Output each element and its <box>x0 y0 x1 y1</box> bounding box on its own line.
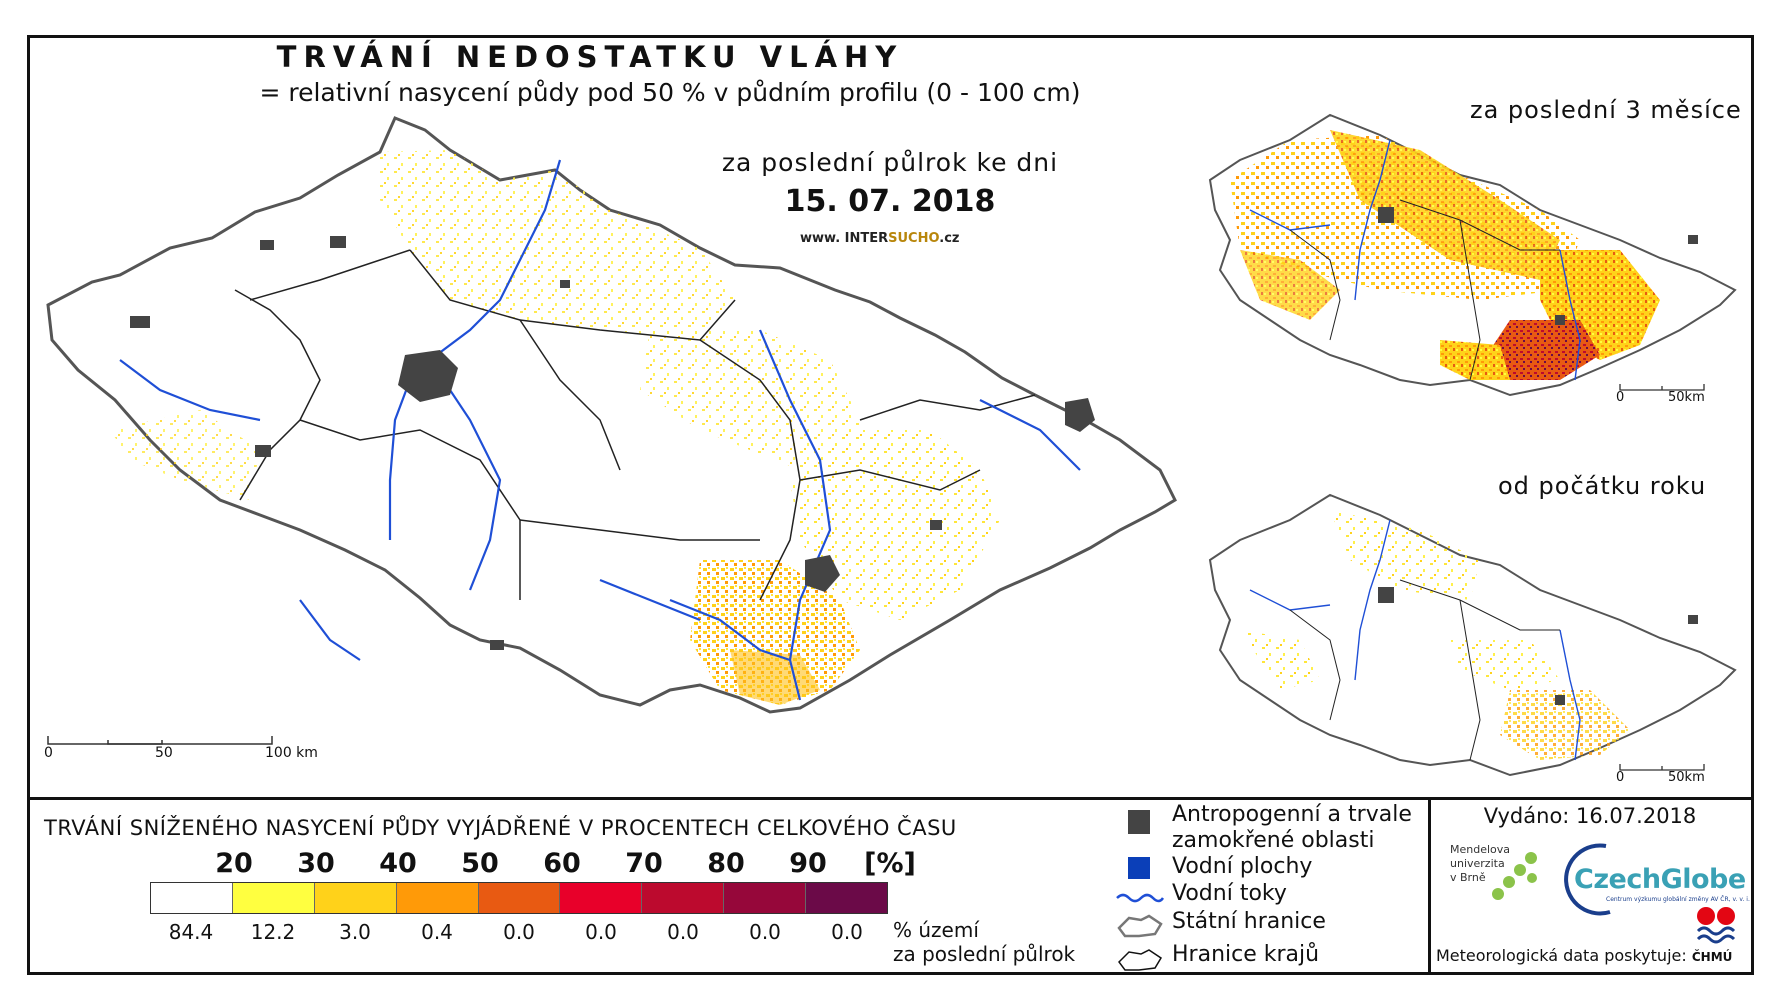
main-scale-50: 50 <box>155 745 173 761</box>
inset-bottom-scale-50: 50km <box>1668 770 1705 785</box>
pct-class-3: 0.4 <box>421 920 453 944</box>
threshold-unit: [%] <box>864 848 916 879</box>
issued-date: Vydáno: 16.07.2018 <box>1483 804 1697 828</box>
pct-class-0: 84.4 <box>168 920 214 944</box>
chmu-text: ČHMÚ <box>1691 950 1733 964</box>
pct-class-6: 0.0 <box>667 920 699 944</box>
threshold-40: 40 <box>379 848 417 879</box>
threshold-80: 80 <box>707 848 745 879</box>
pct-class-4: 0.0 <box>503 920 535 944</box>
legend-swatch-4 <box>477 883 560 913</box>
czechglobe-swoosh-icon <box>1564 843 1611 916</box>
legend-swatch-6 <box>641 883 724 913</box>
main-scale-100: 100 km <box>265 745 318 761</box>
legend-title: TRVÁNÍ SNÍŽENÉHO NASYCENÍ PŮDY VYJÁDŘENÉ… <box>44 816 957 840</box>
threshold-90: 90 <box>789 848 827 879</box>
threshold-60: 60 <box>543 848 581 879</box>
water-bodies-label: Vodní plochy <box>1172 854 1313 879</box>
pct-class-8: 0.0 <box>831 920 863 944</box>
river-symbol <box>1116 893 1165 903</box>
web-highlight: SUCHO <box>888 231 940 246</box>
rivers-label: Vodní toky <box>1172 881 1287 906</box>
legend-swatch-3 <box>395 883 478 913</box>
inset-top-scale-0: 0 <box>1616 390 1625 405</box>
threshold-20: 20 <box>215 848 253 879</box>
inset-top-label: za poslední 3 měsíce <box>1470 96 1742 124</box>
inset-bottom-scale-0: 0 <box>1616 770 1625 785</box>
web-prefix: www. INTER <box>800 231 889 246</box>
legend-swatch-0 <box>151 883 232 913</box>
pct-class-7: 0.0 <box>749 920 781 944</box>
legend-swatch-1 <box>231 883 314 913</box>
pct-class-5: 0.0 <box>585 920 617 944</box>
period-label: za poslední půlrok ke dni <box>721 148 1059 177</box>
threshold-30: 30 <box>297 848 335 879</box>
map-title: TRVÁNÍ NEDOSTATKU VLÁHY <box>276 40 904 74</box>
mendel-logo-text: Mendelova univerzita v Brně <box>1450 843 1510 885</box>
date-label: 15. 07. 2018 <box>784 184 996 219</box>
legend-swatch-5 <box>559 883 642 913</box>
pct-class-2: 3.0 <box>339 920 371 944</box>
mendel-line-2: univerzita <box>1450 857 1505 870</box>
czechglobe-logo: CzechGlobe <box>1574 864 1746 895</box>
czechglobe-subtitle: Centrum výzkumu globální změny AV ČR, v.… <box>1606 896 1750 903</box>
main-scalebar <box>47 736 273 745</box>
pct-caption-1: % území <box>893 918 979 942</box>
legend-swatch-8 <box>805 883 888 913</box>
water-swatch <box>1128 857 1150 879</box>
provider-text: Meteorologická data poskytuje: <box>1436 946 1687 965</box>
anthropogenic-label-1: Antropogenní a trvale <box>1172 802 1412 827</box>
inset-top-scale-50: 50km <box>1668 390 1705 405</box>
inset-bottom-scalebar <box>1619 764 1705 771</box>
website-link[interactable]: www. INTERSUCHO.cz <box>800 231 959 246</box>
map-subtitle: = relativní nasycení půdy pod 50 % v půd… <box>259 78 1081 107</box>
mendel-logo-icon <box>1492 852 1537 900</box>
legend-swatch-7 <box>723 883 806 913</box>
pct-caption-2: za poslední půlrok <box>893 942 1076 966</box>
credits-divider <box>1428 797 1431 975</box>
mendel-line-1: Mendelova <box>1450 843 1511 856</box>
anthropogenic-label-2: zamokřené oblasti <box>1172 828 1375 853</box>
region-border-label: Hranice krajů <box>1172 942 1320 967</box>
data-provider: Meteorologická data poskytuje: ČHMÚ <box>1436 946 1732 965</box>
state-border-symbol <box>1117 914 1163 938</box>
chmu-logo-icon <box>1696 907 1736 944</box>
threshold-70: 70 <box>625 848 663 879</box>
inset-top-scalebar <box>1619 384 1705 391</box>
line-symbols <box>1116 893 1165 971</box>
inset-bottom-label: od počátku roku <box>1498 472 1707 500</box>
mendel-line-3: v Brně <box>1450 871 1486 884</box>
web-suffix: .cz <box>939 231 960 246</box>
legend-swatch-2 <box>313 883 396 913</box>
legend-colorbar <box>150 882 888 914</box>
pct-class-1: 12.2 <box>250 920 296 944</box>
state-border-label: Státní hranice <box>1172 909 1326 934</box>
region-border-symbol <box>1118 949 1163 971</box>
anthropogenic-swatch <box>1128 810 1150 834</box>
main-scale-0: 0 <box>44 745 53 761</box>
legend-divider <box>27 797 1754 800</box>
threshold-50: 50 <box>461 848 499 879</box>
